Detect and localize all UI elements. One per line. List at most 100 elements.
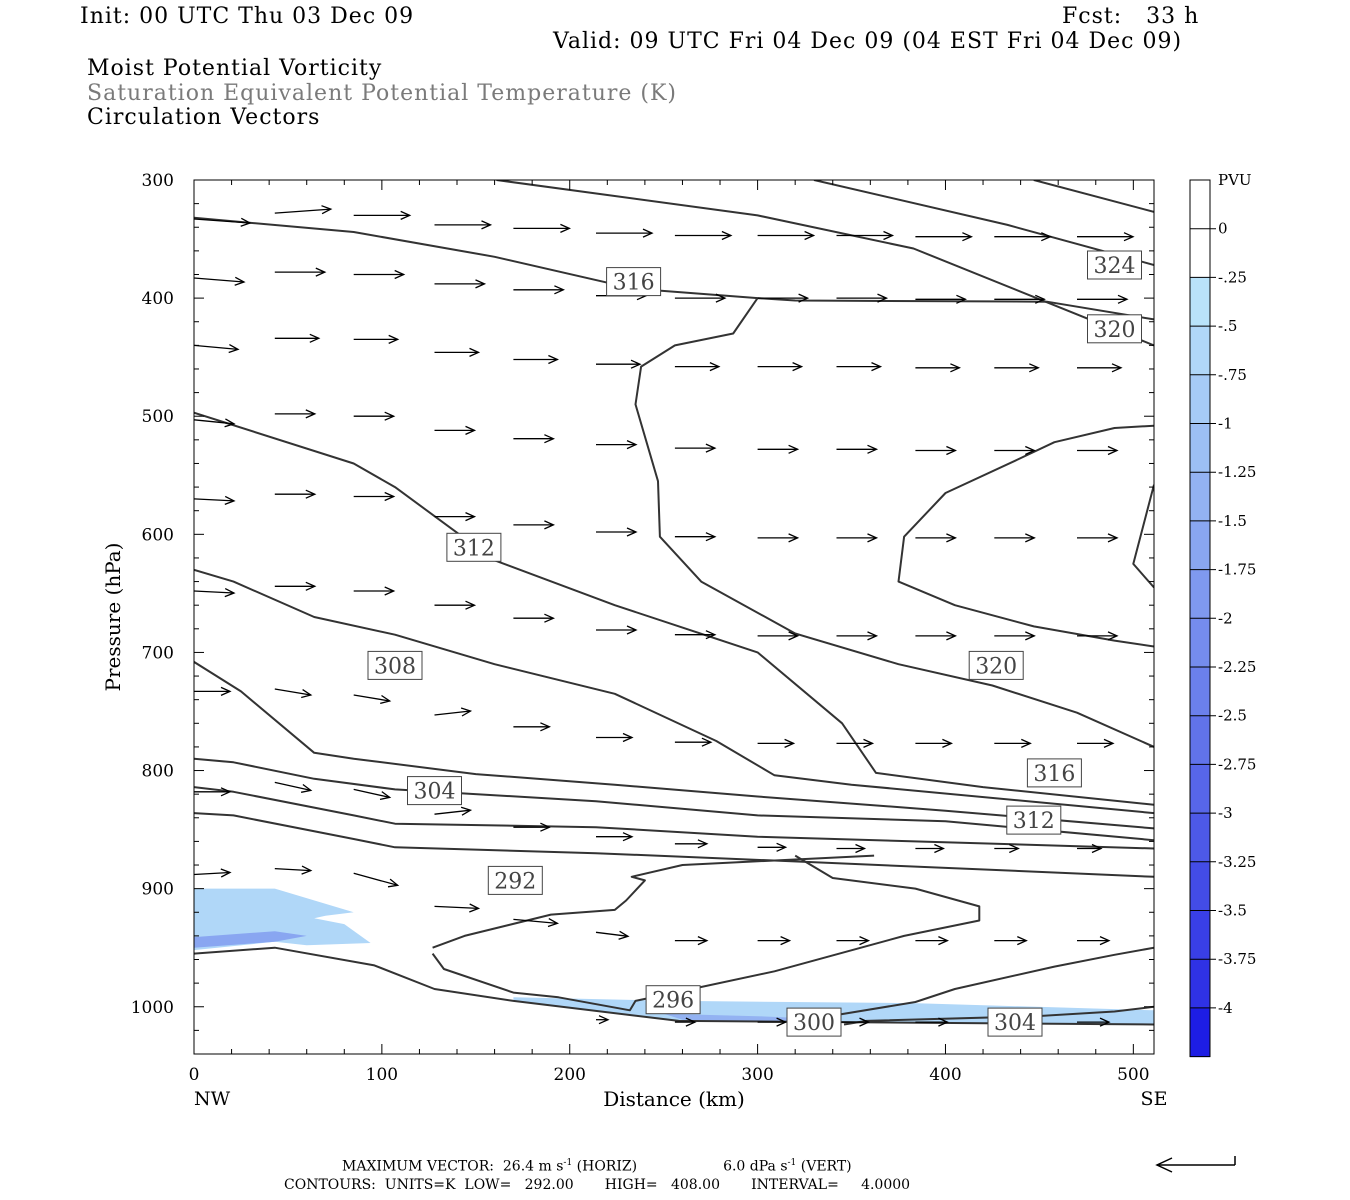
- circulation-vector: [994, 232, 1052, 242]
- circulation-vector: [353, 491, 396, 502]
- x-tick-label: 100: [366, 1065, 398, 1085]
- contour-label-box: [606, 267, 662, 297]
- vector-head: [305, 409, 317, 419]
- circulation-vector: [596, 625, 638, 635]
- circulation-vector: [596, 359, 642, 369]
- circulation-vector: [434, 347, 481, 357]
- vector-head: [384, 411, 396, 421]
- vector-shaft: [194, 419, 235, 425]
- max-vector-horiz-unit-exp: -1: [563, 1158, 573, 1168]
- circulation-vector: [513, 223, 572, 233]
- contour-label-box: [367, 650, 423, 680]
- colorbar-tick-label: -1.75: [1218, 561, 1256, 579]
- circulation-vector: [1077, 445, 1119, 456]
- vector-shaft: [194, 590, 235, 594]
- circulation-vector: [513, 520, 556, 530]
- vector-shaft: [353, 694, 390, 702]
- circulation-vector: [836, 533, 879, 543]
- circulation-vector: [353, 694, 392, 705]
- theta-es-contour: [194, 216, 758, 300]
- circulation-vector: [274, 333, 321, 343]
- vector-head: [1123, 232, 1135, 242]
- vector-head: [228, 344, 240, 354]
- circulation-vector: [674, 293, 727, 303]
- circulation-vector: [915, 1017, 950, 1027]
- contour-label: 304: [987, 1007, 1043, 1037]
- vector-head: [548, 354, 560, 365]
- vector-head: [384, 586, 396, 596]
- vector-head: [942, 738, 954, 748]
- contour-label: 316: [606, 267, 662, 297]
- x-tick-label: 500: [1117, 1065, 1149, 1085]
- vector-head: [220, 787, 232, 797]
- vector-shaft: [194, 218, 251, 224]
- circulation-vector: [194, 495, 236, 506]
- circulation-vector: [836, 738, 875, 748]
- circulation-vector: [434, 425, 477, 435]
- circulation-vector: [353, 872, 400, 888]
- y-tick-label: 500: [142, 407, 174, 427]
- vector-head: [1103, 738, 1115, 748]
- colorbar-segment: [1190, 228, 1210, 278]
- vector-head: [788, 533, 800, 543]
- contour-label: 308: [367, 650, 423, 680]
- vector-head: [400, 210, 412, 220]
- colorbar-tick-label: -2.5: [1218, 707, 1247, 725]
- circulation-vector: [674, 230, 733, 241]
- vector-head: [554, 285, 566, 295]
- circulation-vector: [757, 444, 800, 454]
- theta-es-contour: [757, 297, 1154, 321]
- vector-head: [792, 362, 804, 372]
- circulation-vector: [994, 533, 1036, 543]
- vector-head: [788, 631, 800, 641]
- circulation-vector: [836, 1017, 871, 1027]
- contour-label-box: [1026, 758, 1082, 788]
- circulation-vector: [915, 445, 958, 456]
- vector-head: [715, 293, 727, 303]
- circulation-vector: [513, 285, 566, 295]
- colorbar-tick-label: -3.25: [1218, 853, 1256, 871]
- contour-label: 304: [407, 776, 462, 806]
- colorbar-segment: [1190, 813, 1210, 863]
- vector-head: [1035, 294, 1046, 304]
- colorbar-segment: [1190, 374, 1210, 424]
- colorbar-tick-label: -3.5: [1218, 902, 1247, 920]
- vector-shaft: [353, 872, 398, 886]
- vector-head: [240, 217, 252, 227]
- circulation-vector: [994, 363, 1040, 373]
- vector-head: [701, 737, 713, 747]
- vector-head: [946, 445, 958, 456]
- circulation-vector: [596, 832, 634, 842]
- circulation-vector: [274, 865, 313, 875]
- colorbar-segment: [1190, 569, 1210, 619]
- circulation-vector: [915, 363, 962, 373]
- contour-label-text: 304: [994, 1011, 1036, 1036]
- x-axis-title: Distance (km): [603, 1087, 745, 1111]
- circulation-vector: [915, 232, 974, 242]
- circulation-vector: [1077, 1017, 1111, 1027]
- colorbar-segment: [1190, 277, 1210, 327]
- circulation-vector: [434, 806, 473, 816]
- circulation-vector: [596, 440, 638, 450]
- vector-head: [622, 732, 634, 743]
- vector-head: [384, 491, 396, 502]
- vector-head: [642, 228, 654, 238]
- vector-shaft: [274, 208, 331, 214]
- vector-head: [618, 930, 630, 940]
- vector-shaft: [513, 918, 558, 925]
- circulation-vector: [194, 588, 236, 598]
- vector-head: [224, 418, 236, 428]
- plot-frame: [193, 179, 1155, 1055]
- contour-label: 316: [1026, 758, 1082, 788]
- circulation-vector: [915, 738, 954, 748]
- vector-head: [465, 425, 477, 435]
- vector-head: [883, 230, 895, 241]
- pv-shade-region: [194, 931, 307, 948]
- theta-es-contour: [1132, 484, 1154, 589]
- theta-es-contour: [194, 812, 1154, 878]
- circulation-vector: [1077, 232, 1135, 242]
- y-tick-label: 400: [142, 289, 174, 309]
- colorbar-title: PVU: [1218, 171, 1252, 189]
- y-tick-label: 700: [142, 643, 174, 663]
- theta-es-contour: [836, 946, 1154, 1016]
